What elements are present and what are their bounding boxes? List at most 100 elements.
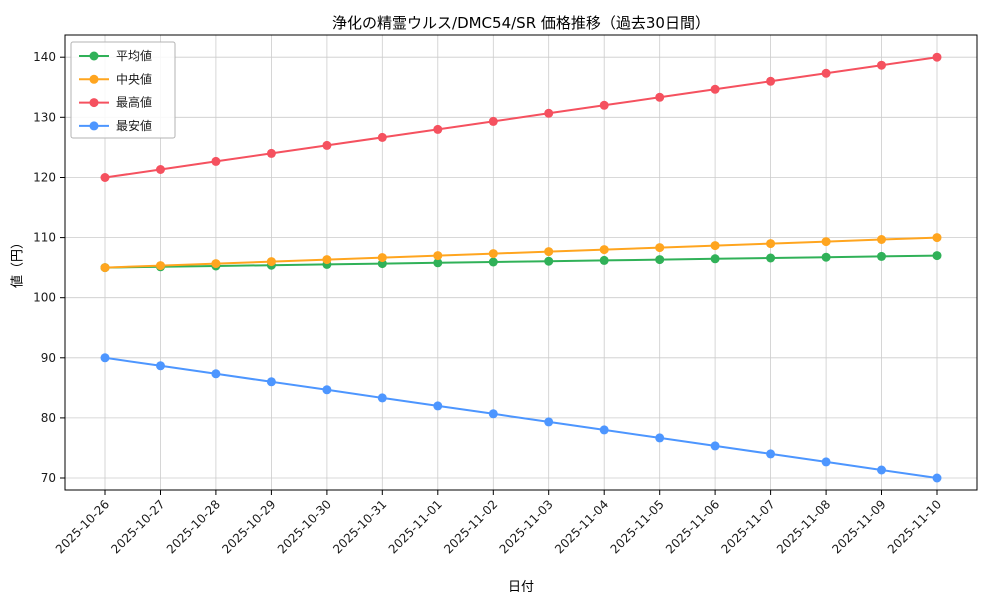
y-tick-label: 100 (33, 291, 56, 305)
data-point-marker (877, 60, 886, 70)
data-point-marker (877, 235, 886, 244)
legend-item-average: 平均値 (79, 48, 152, 63)
legend-label: 最高値 (116, 95, 152, 110)
data-point-marker (433, 251, 443, 261)
legend-label: 平均値 (116, 48, 152, 63)
data-point-marker (544, 417, 554, 427)
data-point-marker (433, 401, 443, 411)
data-point-marker (710, 441, 720, 451)
plot-border (64, 34, 978, 491)
series-max-line (100, 52, 942, 182)
x-tick-label: 2025-10-26 (53, 497, 112, 556)
series-average-line (100, 251, 942, 273)
data-point-marker (433, 258, 443, 268)
x-tick-label: 2025-11-04 (552, 497, 611, 556)
data-point-marker (322, 385, 332, 395)
y-tick-label: 120 (33, 171, 56, 185)
data-point-marker (821, 237, 831, 247)
data-point-marker (877, 251, 886, 261)
legend-marker (89, 98, 99, 108)
data-point-marker (655, 255, 665, 265)
y-tick-label: 80 (41, 411, 56, 425)
data-point-marker (710, 84, 720, 94)
data-point-marker (710, 254, 720, 264)
data-point-marker (377, 253, 387, 263)
data-point-marker (655, 433, 665, 443)
data-point-marker (710, 241, 720, 251)
x-tick-label: 2025-11-10 (885, 497, 944, 556)
data-point-marker (100, 353, 110, 363)
data-point-marker (932, 473, 942, 483)
data-point-marker (322, 140, 332, 150)
series-median-line (100, 233, 942, 273)
chart-title: 浄化の精霊ウルス/DMC54/SR 価格推移（過去30日間） (332, 14, 710, 32)
x-tick-label: 2025-11-01 (386, 497, 445, 556)
legend-item-max: 最高値 (79, 95, 152, 110)
data-point-marker (100, 173, 110, 182)
data-point-marker (599, 425, 609, 435)
legend-label: 中央値 (116, 71, 152, 86)
data-point-marker (100, 263, 110, 273)
x-axis-label: 日付 (507, 580, 534, 595)
x-tick-label: 2025-10-27 (108, 497, 167, 556)
data-point-marker (766, 253, 776, 263)
x-tick-label: 2025-11-02 (441, 497, 500, 556)
y-tick-label: 70 (41, 471, 56, 485)
data-point-marker (655, 92, 665, 102)
data-point-marker (544, 256, 554, 266)
data-point-marker (156, 165, 165, 174)
data-point-marker (599, 255, 609, 265)
data-point-marker (599, 245, 609, 255)
legend-marker (89, 74, 99, 84)
legend-marker (89, 51, 99, 61)
data-point-marker (433, 124, 443, 134)
data-point-marker (377, 393, 387, 403)
data-point-marker (211, 369, 221, 379)
x-tick-label: 2025-11-09 (829, 497, 888, 556)
data-point-marker (544, 108, 554, 118)
x-tick-label: 2025-11-06 (663, 497, 722, 556)
data-point-marker (266, 257, 276, 267)
y-tick-label: 110 (33, 231, 56, 245)
x-tick-label: 2025-11-03 (497, 497, 556, 556)
data-point-marker (821, 457, 831, 467)
data-point-marker (766, 239, 776, 249)
data-point-marker (766, 76, 776, 86)
data-point-marker (932, 233, 942, 243)
legend-label: 最安値 (116, 118, 152, 133)
data-point-marker (377, 132, 387, 142)
y-tick-label: 90 (41, 351, 56, 365)
data-point-marker (821, 68, 831, 78)
data-point-marker (821, 252, 831, 262)
x-tick-label: 2025-10-31 (330, 497, 389, 556)
data-point-marker (266, 148, 276, 158)
data-point-marker (211, 156, 221, 166)
y-tick-label: 140 (33, 50, 56, 64)
data-point-marker (266, 377, 276, 387)
x-tick-label: 2025-10-29 (219, 497, 278, 556)
data-point-marker (599, 100, 609, 110)
data-point-marker (544, 247, 554, 257)
data-point-marker (156, 361, 165, 371)
data-point-marker (488, 116, 498, 126)
data-point-marker (156, 261, 165, 271)
data-point-marker (322, 255, 332, 265)
legend-item-min: 最安値 (79, 118, 152, 133)
data-point-marker (211, 259, 221, 269)
data-point-marker (488, 249, 498, 259)
legend-item-median: 中央値 (79, 71, 152, 86)
x-tick-label: 2025-11-07 (719, 497, 778, 556)
legend-box (70, 41, 176, 139)
y-tick-label: 130 (33, 110, 56, 124)
data-point-marker (932, 251, 942, 261)
x-tick-label: 2025-11-08 (774, 497, 833, 556)
data-point-marker (932, 52, 942, 62)
series-min-line (100, 353, 942, 483)
data-point-marker (488, 409, 498, 419)
x-tick-label: 2025-10-28 (164, 497, 223, 556)
data-point-marker (766, 449, 776, 459)
data-point-marker (655, 243, 665, 253)
